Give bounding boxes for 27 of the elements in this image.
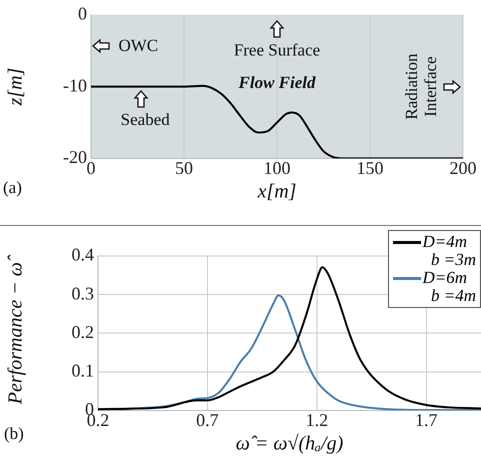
annotation: Radiation Interface [402, 53, 440, 120]
annotation: Seabed [120, 110, 170, 130]
x-tick-label: 50 [175, 158, 193, 178]
annotation: Flow Field [238, 73, 316, 92]
x-tick-label: 200 [450, 158, 476, 178]
y-axis-title: z[m] [4, 68, 26, 106]
annotation: OWC [118, 36, 158, 55]
x-tick-label: 0.7 [196, 410, 219, 430]
y-axis-title: Performance − ω̂ [4, 254, 26, 406]
x-tick-label: 150 [356, 158, 384, 178]
y-tick-label: -10 [63, 75, 87, 96]
y-tick-label: 0.1 [72, 360, 94, 381]
x-tick-label: 1.2 [306, 410, 328, 430]
x-axis-title: ω̂ = ω√(hₐ/g) [236, 432, 344, 454]
text: (b) [4, 424, 24, 443]
annotation: Free Surface [234, 40, 320, 60]
y-tick-label: -20 [63, 147, 87, 168]
x-tick-label: 100 [264, 158, 290, 178]
legend-label: D=4m b =3m [422, 232, 476, 269]
text: (a) [3, 178, 22, 197]
y-tick-label: 0.2 [72, 322, 94, 342]
y-tick-label: 0.4 [72, 244, 94, 265]
y-tick-label: 0.3 [72, 283, 94, 304]
legend-label: D=6m b =4m [422, 268, 476, 305]
x-tick-label: 1.7 [415, 410, 438, 430]
x-axis-title: x[m] [256, 180, 296, 202]
y-tick-label: 0 [78, 4, 87, 24]
